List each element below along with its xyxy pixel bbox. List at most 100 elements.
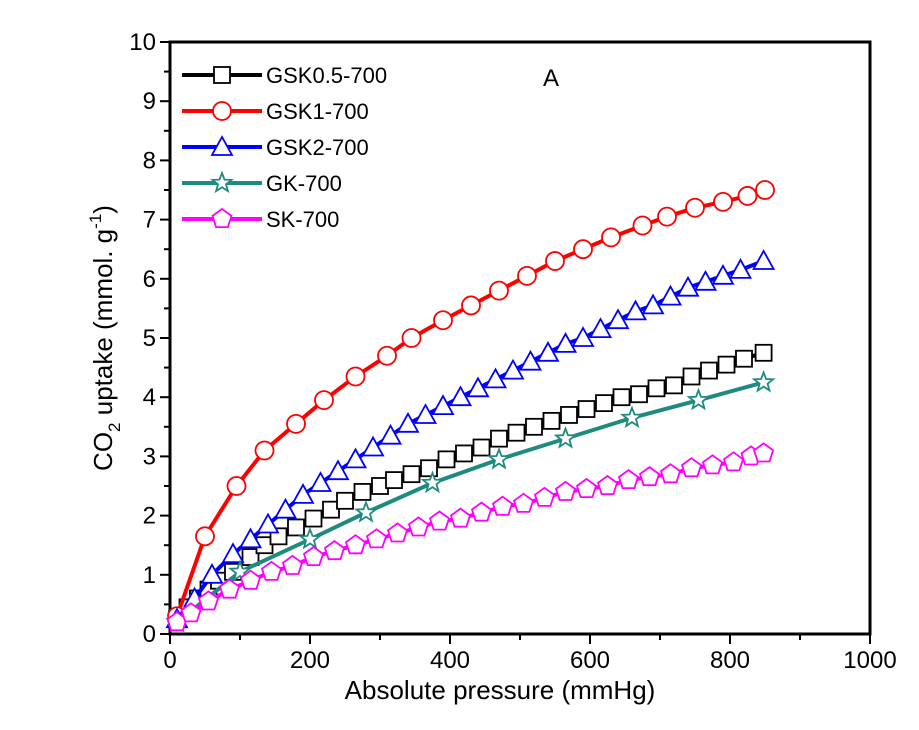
legend-label: GSK2-700 [266,135,369,160]
data-point [517,265,537,286]
data-point [700,361,718,380]
data-point [260,560,283,581]
data-point [553,426,578,449]
data-point [354,500,378,523]
data-point [336,491,354,510]
axis-ticks: 0 200 400 600 800 1000 0 1 2 3 4 5 6 7 8 9 10 [129,29,896,674]
series-SK-700 [166,442,775,632]
data-point [507,423,526,442]
data-point [407,516,430,537]
data-point [302,545,325,566]
data-point [717,355,736,374]
data-point [638,465,661,487]
data-point [754,343,773,362]
data-point [676,275,700,297]
panel-label: A [543,65,559,92]
data-point [490,429,508,448]
y-tick-label: 7 [143,207,156,234]
y-tick-label: 8 [143,147,156,174]
data-point [298,526,322,550]
legend: GSK0.5-700 GSK1-700 GSK2-700 GK-700 SK-700 [182,63,387,232]
data-point [701,454,724,475]
legend-marker [212,101,232,121]
data-point [345,366,366,387]
series-GSK0.5-700 [168,343,773,629]
data-point [483,367,508,389]
legend-marker [211,207,233,229]
data-point [737,186,758,206]
data-point [256,512,280,534]
data-point [601,227,621,248]
legend-marker [210,135,234,156]
data-point [304,509,323,528]
data-point [606,308,630,330]
data-point [711,263,735,285]
data-point [413,403,438,424]
y-axis-title-close: ) [88,205,118,214]
y-axis-title-rest: uptake (mmol. g [88,229,118,423]
data-point [221,542,245,563]
data-point [658,284,683,306]
data-point [722,451,745,472]
data-point [195,526,215,547]
data-point [525,417,543,436]
data-point [659,463,682,484]
data-point [353,483,372,501]
data-point [542,411,561,430]
data-point [571,326,595,347]
data-point [420,470,445,494]
data-point [254,440,275,461]
data-point [308,471,333,492]
data-point [682,367,701,386]
series-GK-700 [165,369,776,633]
data-point [728,258,753,279]
data-point [620,405,644,429]
y-axis-title: CO2 uptake (mmol. g-1) [86,205,124,471]
data-point [431,394,455,416]
data-point [385,471,403,489]
data-point [402,465,421,484]
data-point [466,376,490,398]
data-point [617,468,640,490]
data-point [218,578,241,599]
data-point [536,340,560,362]
legend-marker [210,170,234,194]
data-point [596,474,619,496]
data-point [630,385,648,404]
data-point [735,349,753,368]
data-point [433,310,453,331]
y-axis-title-main: CO [88,432,118,471]
data-point [472,438,491,457]
data-point [588,317,613,339]
series-GSK1-700 [167,180,775,627]
data-point [428,510,451,531]
data-point [657,206,677,227]
series-layer [165,180,776,633]
data-point [554,480,577,501]
y-tick-label: 3 [143,443,156,470]
x-tick-label: 0 [163,647,176,674]
data-point [228,559,252,582]
data-point [273,497,298,519]
data-point [180,602,202,623]
data-point [226,476,247,496]
data-point [281,554,304,575]
data-point [533,486,556,507]
y-tick-label: 0 [143,621,156,648]
data-point [420,459,438,478]
series-line [175,188,766,617]
data-point [449,507,472,528]
data-point [560,406,578,424]
data-point [489,280,509,301]
data-point [641,293,665,315]
x-tick-label: 200 [290,647,330,674]
series-line [175,380,765,624]
data-point [448,385,473,407]
data-point [377,345,397,366]
legend-label: SK-700 [266,207,339,232]
data-point [545,251,565,271]
data-point [553,332,578,353]
data-point [238,527,263,549]
data-point [455,444,473,463]
